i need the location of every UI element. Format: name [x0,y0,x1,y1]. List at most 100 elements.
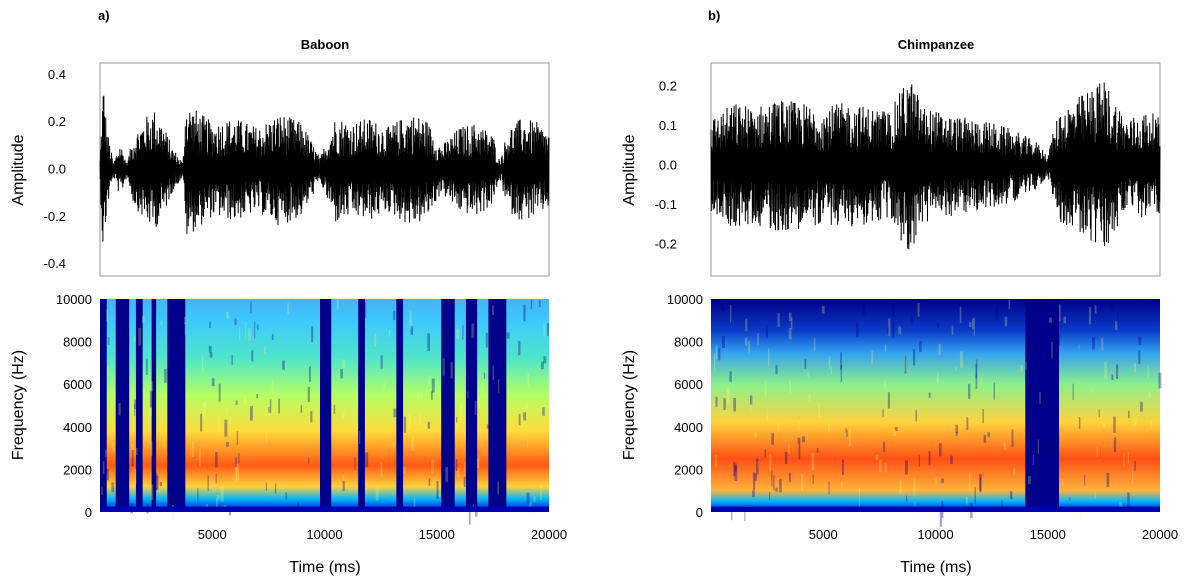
spectrogram-texture-baboon [470,309,473,325]
spectrogram-texture-baboon [485,332,488,348]
y-tick-label-baboon: -0.2 [44,209,66,224]
spectrogram-texture-chimpanzee [1090,388,1093,394]
panel-a: a) Baboon 0.4 0.2 0.0 -0.2 -0.4 Amplitude 10… [10,8,567,576]
spectrogram-texture-baboon [442,358,445,376]
spectrogram-texture-chimpanzee [966,417,969,430]
y-tick-label-spectrogram-baboon: 6000 [63,377,92,392]
spectrogram-texture-baboon [320,439,324,457]
spectrogram-texture-chimpanzee [871,350,874,364]
spectrogram-texture-baboon [527,373,530,387]
spectrogram-texture-chimpanzee [772,511,774,521]
spectrogram-texture-baboon [271,334,274,341]
spectrogram-note-baboon [506,299,549,512]
spectrogram-note-baboon [156,299,168,512]
spectrogram-texture-baboon [268,407,270,413]
spectrogram-texture-chimpanzee [893,429,897,436]
spectrogram-texture-baboon [450,362,453,379]
spectrogram-texture-baboon [151,484,154,501]
spectrogram-texture-chimpanzee [771,433,774,445]
spectrogram-texture-baboon [106,468,109,481]
spectrogram-texture-chimpanzee [983,434,987,443]
spectrogram-texture-baboon [388,329,391,337]
spectrogram-texture-chimpanzee [744,505,746,522]
spectrogram-texture-chimpanzee [955,424,958,434]
spectrogram-texture-baboon [226,408,228,414]
spectrogram-texture-baboon [138,313,141,328]
y-tick-label-spectrogram-baboon: 2000 [63,462,92,477]
spectrogram-texture-baboon [134,403,136,417]
spectrogram-texture-chimpanzee [1113,437,1117,453]
x-ticks-spectrogram-baboon: 5000 10000 15000 20000 [198,527,567,542]
spectrogram-texture-chimpanzee [993,382,995,400]
spectrogram-texture-baboon [131,450,134,467]
spectrogram-texture-chimpanzee [1072,383,1074,400]
y-tick-label-spectrogram-baboon: 4000 [63,420,92,435]
spectrogram-texture-chimpanzee [1147,365,1149,379]
spectrogram-texture-baboon [459,402,463,421]
spectrogram-texture-chimpanzee [959,306,962,324]
spectrogram-texture-chimpanzee [748,341,751,353]
spectrogram-texture-baboon [138,379,142,385]
spectrogram-texture-baboon [492,305,495,315]
spectrogram-texture-baboon [236,463,239,481]
spectrogram-texture-baboon [216,495,220,500]
spectrogram-texture-baboon [308,457,310,464]
spectrogram-texture-chimpanzee [1106,472,1110,488]
y-tick-label-chimpanzee: 0.0 [659,158,677,173]
spectrogram-texture-baboon [135,448,138,455]
spectrogram-texture-baboon [467,391,469,398]
spectrogram-texture-baboon [463,476,466,488]
spectrogram-texture-chimpanzee [735,463,737,472]
spectrogram-texture-baboon [215,452,218,468]
spectrogram-texture-chimpanzee [888,318,891,336]
spectrogram-notes-baboon [100,299,550,525]
spectrogram-texture-chimpanzee [1133,363,1136,372]
spectrogram-texture-baboon [342,474,345,481]
spectrogram-texture-chimpanzee [1131,470,1134,484]
spectrogram-texture-baboon [163,437,166,449]
spectrogram-texture-chimpanzee [769,454,772,472]
spectrogram-texture-chimpanzee [915,409,917,422]
chart-title-baboon: Baboon [301,37,349,52]
spectrogram-texture-chimpanzee [775,487,778,492]
spectrogram-texture-baboon [501,449,503,465]
spectrogram-texture-baboon [235,457,237,467]
spectrogram-texture-baboon [445,466,448,483]
spectrogram-texture-chimpanzee [856,323,859,338]
y-tick-label-spectrogram-baboon: 8000 [63,335,92,350]
spectrogram-texture-baboon [155,472,158,491]
y-tick-label-spectrogram-chimpanzee: 8000 [674,335,703,350]
spectrogram-texture-baboon [120,458,123,464]
spectrogram-texture-chimpanzee [840,364,843,383]
spectrogram-texture-chimpanzee [935,477,938,485]
spectrogram-texture-chimpanzee [968,472,971,491]
spectrogram-texture-baboon [209,352,213,358]
spectrogram-texture-chimpanzee [904,355,907,374]
spectrogram-texture-chimpanzee [913,478,916,497]
spectrogram-texture-baboon [314,408,317,420]
spectrogram-texture-baboon [523,412,527,421]
spectrogram-texture-chimpanzee [1069,497,1071,502]
spectrogram-texture-chimpanzee [894,427,898,432]
spectrogram-texture-baboon [211,378,215,387]
panel-b: b) Chimpanzee 0.2 0.1 0.0 -0.1 -0.2 Amplitud… [621,8,1178,576]
spectrogram-texture-chimpanzee [1110,300,1113,310]
spectrogram-texture-chimpanzee [764,449,766,458]
spectrogram-texture-baboon [539,299,541,308]
spectrogram-texture-chimpanzee [1063,316,1066,324]
spectrogram-texture-baboon [403,416,406,433]
spectrogram-texture-chimpanzee [1046,329,1049,342]
spectrogram-texture-baboon [311,326,314,343]
spectrogram-texture-baboon [120,482,123,494]
spectrogram-texture-baboon [239,327,241,341]
spectrogram-texture-baboon [431,391,433,400]
spectrogram-texture-chimpanzee [1123,453,1125,467]
spectrogram-texture-chimpanzee [744,337,748,346]
y-tick-label-baboon: 0.4 [48,67,66,82]
spectrogram-texture-chimpanzee [849,429,851,447]
spectrogram-texture-chimpanzee [884,379,886,389]
panel-letter-a: a) [98,8,110,23]
spectrogram-texture-chimpanzee [1117,311,1119,329]
spectrogram-texture-chimpanzee [980,377,982,384]
